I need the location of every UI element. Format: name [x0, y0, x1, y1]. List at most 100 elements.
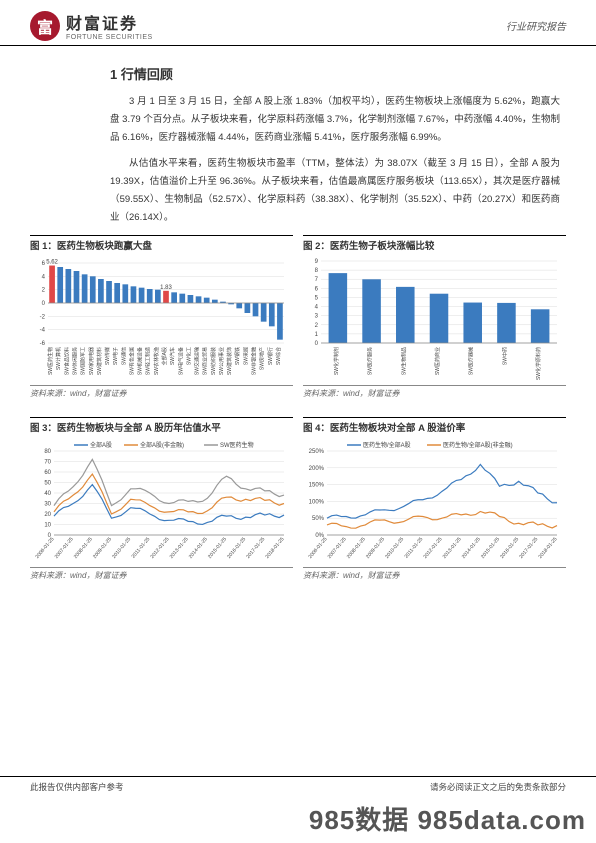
svg-text:0: 0: [315, 341, 319, 347]
svg-text:SW医药生物: SW医药生物: [47, 347, 54, 375]
svg-text:2010-01-25: 2010-01-25: [111, 537, 132, 561]
svg-text:6: 6: [315, 287, 319, 293]
paragraph-2: 从估值水平来看，医药生物板块市盈率（TTM，整体法）为 38.07X（截至 3 …: [110, 155, 560, 227]
chart-3-source: 资料来源：wind，财富证券: [30, 567, 293, 581]
svg-text:SW机械设备: SW机械设备: [137, 347, 144, 375]
svg-text:10: 10: [44, 523, 51, 529]
company-name-cn: 财富证券: [66, 10, 153, 34]
svg-text:70: 70: [44, 460, 51, 466]
svg-text:SW非银金融: SW非银金融: [251, 347, 258, 375]
svg-text:2010-01-25: 2010-01-25: [384, 537, 405, 561]
svg-text:SW采掘: SW采掘: [242, 347, 249, 365]
chart-4-source: 资料来源：wind，财富证券: [303, 567, 566, 581]
svg-text:4: 4: [315, 305, 319, 311]
svg-text:3: 3: [315, 314, 319, 320]
chart-2: 图 2：医药生物子板块涨幅比较 0123456789SW化学制剂SW医疗服务SW…: [303, 235, 566, 399]
footer-right: 请务必阅读正文之后的免责条款部分: [430, 781, 566, 793]
svg-text:SW综合: SW综合: [275, 347, 282, 365]
svg-text:6: 6: [42, 261, 46, 267]
svg-text:SW化工: SW化工: [185, 347, 192, 365]
page-header: 富 财富证券 FORTUNE SECURITIES 行业研究报告: [0, 0, 596, 46]
svg-text:2: 2: [315, 323, 319, 329]
svg-text:SW钢铁: SW钢铁: [234, 347, 241, 365]
svg-text:全部A股(非金融): 全部A股(非金融): [140, 441, 184, 449]
svg-text:30: 30: [44, 502, 51, 508]
svg-text:2: 2: [42, 288, 46, 294]
svg-text:2013-01-25: 2013-01-25: [442, 537, 463, 561]
svg-text:SW医疗服务: SW医疗服务: [367, 347, 374, 375]
svg-text:9: 9: [315, 259, 319, 265]
svg-text:2008-01-25: 2008-01-25: [73, 537, 94, 561]
svg-text:1.83: 1.83: [160, 285, 172, 291]
svg-text:SW医药商业: SW医药商业: [434, 347, 441, 375]
svg-text:50%: 50%: [312, 517, 325, 523]
svg-text:1: 1: [315, 332, 319, 338]
svg-text:SW商业贸易: SW商业贸易: [202, 347, 209, 375]
svg-text:SW国防军工: SW国防军工: [80, 347, 87, 375]
svg-text:SW公用事业: SW公用事业: [218, 347, 225, 375]
svg-text:40: 40: [44, 491, 51, 497]
svg-text:SW家用电器: SW家用电器: [88, 347, 95, 375]
svg-text:200%: 200%: [309, 466, 325, 472]
chart-1-title: 图 1：医药生物板块跑赢大盘: [30, 235, 293, 252]
chart-1: 图 1：医药生物板块跑赢大盘 -6-4-202465.62SW医药生物SW计算机…: [30, 235, 293, 399]
logo-icon: 富: [30, 11, 60, 41]
svg-text:SW化学原料药: SW化学原料药: [535, 347, 542, 380]
svg-text:-4: -4: [40, 328, 46, 334]
svg-text:全部A股: 全部A股: [161, 347, 168, 365]
chart-4-title: 图 4：医药生物板块对全部 A 股溢价率: [303, 417, 566, 434]
chart-2-source: 资料来源：wind，财富证券: [303, 385, 566, 399]
svg-text:SW传媒: SW传媒: [104, 347, 111, 365]
svg-text:2017-01-25: 2017-01-25: [245, 537, 266, 561]
svg-text:医药生物/全部A股: 医药生物/全部A股: [363, 441, 411, 449]
svg-text:2007-01-25: 2007-01-25: [54, 537, 75, 561]
footer-left: 此报告仅供内部客户参考: [30, 781, 124, 793]
chart-3-title: 图 3：医药生物板块与全部 A 股历年估值水平: [30, 417, 293, 434]
svg-text:SW建筑装饰: SW建筑装饰: [226, 347, 233, 375]
svg-text:SW食品饮料: SW食品饮料: [63, 347, 70, 375]
svg-text:2018-01-25: 2018-01-25: [537, 537, 558, 561]
svg-text:SW计算机: SW计算机: [55, 347, 62, 370]
svg-text:250%: 250%: [309, 449, 325, 455]
svg-text:-6: -6: [40, 341, 46, 347]
company-name-en: FORTUNE SECURITIES: [66, 34, 153, 41]
svg-text:50: 50: [44, 481, 51, 487]
svg-text:SW生物制品: SW生物制品: [400, 347, 407, 375]
svg-text:2017-01-25: 2017-01-25: [518, 537, 539, 561]
charts-row-2: 图 3：医药生物板块与全部 A 股历年估值水平 0102030405060708…: [30, 417, 566, 581]
svg-text:0: 0: [42, 301, 46, 307]
svg-text:SW电子: SW电子: [112, 347, 119, 365]
document-type: 行业研究报告: [506, 18, 566, 33]
svg-text:60: 60: [44, 470, 51, 476]
svg-text:2014-01-25: 2014-01-25: [461, 537, 482, 561]
svg-text:2008-01-25: 2008-01-25: [346, 537, 367, 561]
svg-text:2016-01-25: 2016-01-25: [499, 537, 520, 561]
page-footer: 此报告仅供内部客户参考 请务必阅读正文之后的免责条款部分: [0, 776, 596, 793]
svg-text:SW建筑材料: SW建筑材料: [96, 347, 103, 375]
svg-text:SW纺织服装: SW纺织服装: [210, 347, 217, 375]
svg-text:2018-01-25: 2018-01-25: [264, 537, 285, 561]
svg-text:4: 4: [42, 275, 46, 281]
section-title: 1 行情回顾: [110, 64, 596, 83]
svg-text:SW化学制剂: SW化学制剂: [333, 347, 340, 375]
charts-row-1: 图 1：医药生物板块跑赢大盘 -6-4-202465.62SW医药生物SW计算机…: [30, 235, 566, 399]
svg-text:2007-01-25: 2007-01-25: [327, 537, 348, 561]
svg-text:SW电气设备: SW电气设备: [177, 347, 184, 375]
svg-text:5: 5: [315, 296, 319, 302]
svg-text:医药生物/全部A股(非金融): 医药生物/全部A股(非金融): [443, 441, 513, 449]
svg-text:SW有色金属: SW有色金属: [128, 347, 135, 375]
svg-text:20: 20: [44, 512, 51, 518]
svg-text:2013-01-25: 2013-01-25: [169, 537, 190, 561]
svg-text:SW通信: SW通信: [120, 347, 127, 365]
svg-text:SW休闲服务: SW休闲服务: [71, 347, 78, 375]
chart-3: 图 3：医药生物板块与全部 A 股历年估值水平 0102030405060708…: [30, 417, 293, 581]
svg-text:8: 8: [315, 268, 319, 274]
svg-text:5.62: 5.62: [46, 260, 58, 266]
svg-text:100%: 100%: [309, 500, 325, 506]
svg-text:SW房地产: SW房地产: [259, 347, 266, 370]
svg-text:SW银行: SW银行: [267, 347, 274, 365]
svg-text:7: 7: [315, 278, 319, 284]
svg-text:150%: 150%: [309, 483, 325, 489]
svg-text:SW汽车: SW汽车: [169, 347, 176, 365]
svg-text:全部A股: 全部A股: [90, 441, 112, 449]
